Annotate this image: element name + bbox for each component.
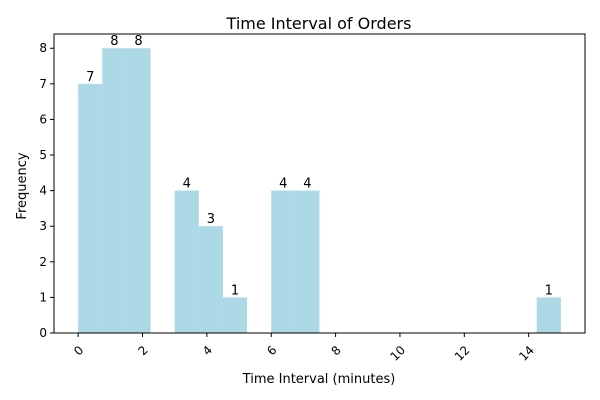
bar-label-0: 7	[86, 70, 94, 85]
y-tick-label: 8	[39, 41, 47, 55]
y-tick-label: 3	[39, 219, 47, 233]
y-tick-label: 2	[39, 255, 47, 269]
bar-label-5: 3	[207, 212, 215, 227]
bars-group	[78, 48, 561, 333]
y-tick-label: 1	[39, 290, 47, 304]
bar-label-19: 1	[545, 283, 553, 298]
y-axis-ticks: 0 1 2 3 4 5 6 7 8	[39, 41, 54, 340]
y-axis-label: Frequency	[15, 152, 30, 219]
plot-frame	[53, 33, 586, 334]
bar-9	[295, 190, 320, 333]
chart-title: Time Interval of Orders	[226, 14, 412, 33]
x-axis-label: Time Interval (minutes)	[242, 372, 396, 387]
bar-4	[174, 190, 199, 333]
bar-2	[126, 48, 151, 333]
bar-1	[102, 48, 127, 333]
bar-5	[198, 226, 223, 333]
y-tick-label: 6	[39, 112, 47, 126]
bar-label-9: 4	[303, 177, 311, 192]
bar-label-2: 8	[134, 34, 142, 49]
bar-label-6: 1	[231, 283, 239, 298]
bar-6	[222, 297, 248, 333]
bar-labels-group: 7 8 8 4 3 1 4 4 1	[86, 34, 553, 298]
bar-label-8: 4	[279, 177, 287, 192]
bar-label-4: 4	[183, 177, 191, 192]
bar-0	[78, 83, 103, 333]
bar-label-1: 8	[110, 34, 118, 49]
bar-19	[536, 297, 561, 333]
y-tick-label: 4	[39, 184, 47, 198]
y-tick-label: 5	[39, 148, 47, 162]
y-tick-label: 7	[39, 77, 47, 91]
bar-8	[271, 190, 296, 333]
y-tick-label: 0	[39, 326, 47, 340]
